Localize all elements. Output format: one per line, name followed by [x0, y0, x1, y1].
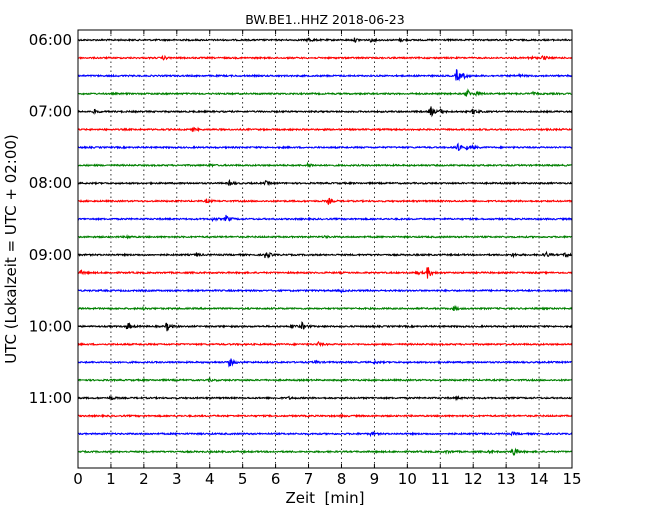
y-tick-label-0700: 07:00 [29, 103, 72, 121]
trace-0945 [77, 304, 573, 312]
minute-gridlines [110, 30, 540, 468]
x-axis: 0 1 2 3 4 5 6 7 8 9 10 11 12 13 14 15 [73, 30, 582, 488]
trace-0730 [77, 142, 573, 152]
trace-1015 [77, 340, 573, 348]
trace-1130 [77, 431, 573, 438]
trace-0915 [77, 267, 573, 279]
trace-1045 [77, 377, 573, 383]
trace-0700 [77, 106, 573, 118]
trace-1030 [77, 358, 573, 368]
trace-0900 [77, 250, 573, 259]
trace-0715 [77, 126, 573, 133]
trace-0745 [77, 161, 573, 169]
y-axis: 06:00 07:00 08:00 09:00 10:00 11:00 [29, 31, 82, 407]
chart-title: BW.BE1..HHZ 2018-06-23 [245, 12, 404, 27]
trace-0815 [77, 197, 573, 206]
x-tick-label-8: 8 [337, 470, 347, 488]
x-tick-label-3: 3 [172, 470, 182, 488]
trace-1100 [77, 395, 573, 402]
plot-frame [77, 29, 573, 469]
y-tick-label-1000: 10:00 [29, 317, 72, 335]
trace-1000 [77, 321, 573, 332]
trace-0600 [77, 36, 573, 44]
x-tick-label-9: 9 [370, 470, 380, 488]
x-tick-label-15: 15 [562, 470, 581, 488]
trace-1115 [77, 413, 573, 419]
seismogram-traces [77, 36, 573, 456]
x-tick-label-2: 2 [139, 470, 149, 488]
x-tick-label-5: 5 [238, 470, 248, 488]
x-tick-label-13: 13 [497, 470, 516, 488]
x-tick-label-10: 10 [398, 470, 417, 488]
y-tick-label-0900: 09:00 [29, 246, 72, 264]
x-tick-label-1: 1 [106, 470, 116, 488]
trace-0930 [77, 288, 573, 294]
trace-0845 [77, 233, 573, 240]
trace-0800 [77, 178, 573, 187]
x-tick-label-14: 14 [530, 470, 549, 488]
trace-0645 [77, 88, 573, 98]
x-tick-label-7: 7 [304, 470, 314, 488]
trace-0630 [77, 69, 573, 82]
y-axis-label: UTC (Lokalzeit = UTC + 02:00) [2, 134, 20, 364]
trace-0830 [77, 214, 573, 223]
trace-0615 [77, 54, 573, 61]
x-tick-label-6: 6 [271, 470, 281, 488]
trace-1145 [77, 447, 573, 456]
x-tick-label-12: 12 [464, 470, 483, 488]
x-tick-label-0: 0 [73, 470, 83, 488]
x-axis-label: Zeit [min] [285, 489, 364, 507]
x-tick-label-11: 11 [431, 470, 450, 488]
y-tick-label-0800: 08:00 [29, 174, 72, 192]
y-tick-label-1100: 11:00 [29, 389, 72, 407]
y-tick-label-0600: 06:00 [29, 31, 72, 49]
x-tick-label-4: 4 [205, 470, 215, 488]
